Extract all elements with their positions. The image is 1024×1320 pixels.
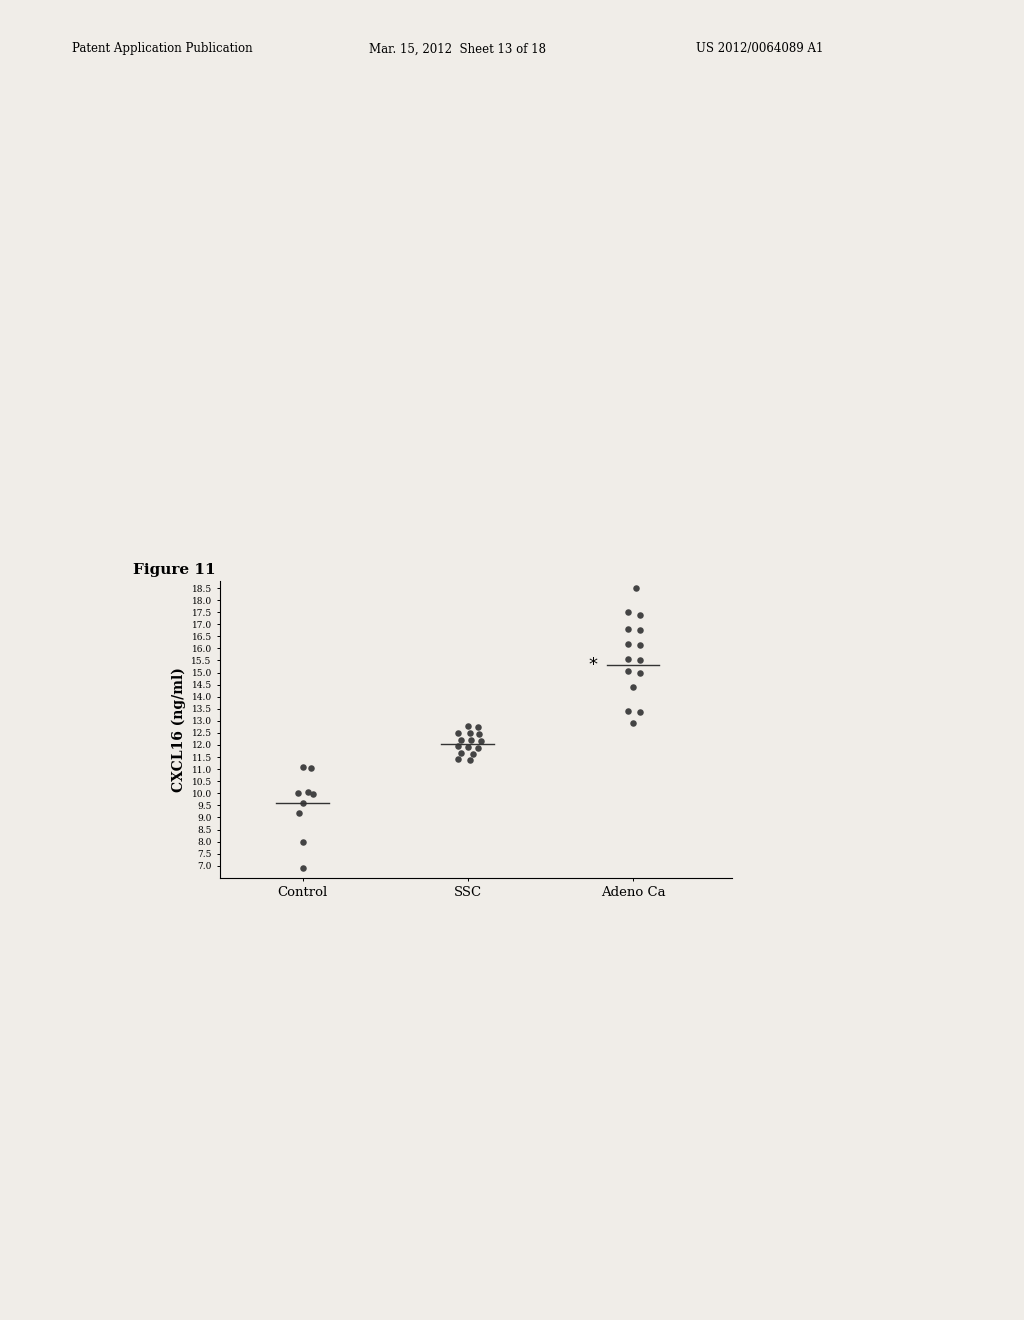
Point — [471, 723, 487, 744]
Point — [632, 702, 648, 723]
Point — [303, 758, 319, 779]
Point — [625, 676, 641, 697]
Text: US 2012/0064089 A1: US 2012/0064089 A1 — [696, 42, 823, 55]
Point — [470, 738, 486, 759]
Point — [295, 756, 311, 777]
Point — [290, 783, 306, 804]
Text: Figure 11: Figure 11 — [133, 564, 216, 577]
Text: *: * — [589, 656, 598, 675]
Point — [304, 784, 321, 805]
Point — [462, 722, 478, 743]
Point — [453, 730, 469, 751]
Point — [465, 743, 481, 764]
Point — [295, 792, 311, 813]
Point — [460, 737, 476, 758]
Point — [462, 750, 478, 771]
Point — [620, 634, 636, 655]
Point — [620, 602, 636, 623]
Y-axis label: CXCL16 (ng/ml): CXCL16 (ng/ml) — [171, 667, 186, 792]
Point — [450, 748, 466, 770]
Point — [632, 663, 648, 684]
Point — [473, 731, 489, 752]
Point — [450, 722, 466, 743]
Point — [620, 701, 636, 722]
Point — [625, 713, 641, 734]
Point — [460, 715, 476, 737]
Point — [620, 648, 636, 669]
Text: Patent Application Publication: Patent Application Publication — [72, 42, 252, 55]
Point — [450, 735, 466, 756]
Point — [620, 661, 636, 682]
Point — [295, 858, 311, 879]
Point — [632, 605, 648, 626]
Text: Mar. 15, 2012  Sheet 13 of 18: Mar. 15, 2012 Sheet 13 of 18 — [369, 42, 546, 55]
Point — [632, 634, 648, 655]
Point — [453, 743, 469, 764]
Point — [628, 577, 644, 598]
Point — [470, 717, 486, 738]
Point — [299, 781, 315, 803]
Point — [291, 803, 307, 824]
Point — [463, 730, 479, 751]
Point — [620, 619, 636, 640]
Point — [295, 832, 311, 853]
Point — [632, 619, 648, 640]
Point — [632, 649, 648, 671]
